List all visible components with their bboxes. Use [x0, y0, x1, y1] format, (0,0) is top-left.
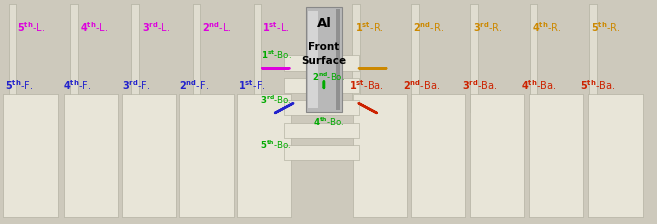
Text: $\mathbf{4}^{\mathbf{th}}$-Bo.: $\mathbf{4}^{\mathbf{th}}$-Bo.	[313, 116, 344, 128]
Bar	[588, 94, 643, 217]
Text: $\mathbf{1}^{\mathbf{st}}$-Ba.: $\mathbf{1}^{\mathbf{st}}$-Ba.	[350, 78, 384, 92]
Bar	[122, 94, 176, 217]
Bar	[411, 4, 419, 112]
Text: $\mathbf{4}^{\mathbf{th}}$-L.: $\mathbf{4}^{\mathbf{th}}$-L.	[79, 20, 108, 34]
Text: $\mathbf{5}^{\mathbf{th}}$-Ba.: $\mathbf{5}^{\mathbf{th}}$-Ba.	[580, 78, 616, 92]
Bar	[131, 4, 139, 112]
Text: $\mathbf{5}^{\mathbf{th}}$-F.: $\mathbf{5}^{\mathbf{th}}$-F.	[5, 78, 34, 92]
Text: $\mathbf{2}^{\mathbf{nd}}$-L.: $\mathbf{2}^{\mathbf{nd}}$-L.	[202, 20, 232, 34]
Text: $\mathbf{1}^{\mathbf{st}}$-L.: $\mathbf{1}^{\mathbf{st}}$-L.	[262, 20, 290, 34]
Text: $\mathbf{2}^{\mathbf{nd}}$-Ba.: $\mathbf{2}^{\mathbf{nd}}$-Ba.	[403, 78, 440, 92]
Bar	[179, 94, 234, 217]
Bar	[336, 9, 340, 110]
Bar	[237, 94, 291, 217]
Bar	[284, 145, 359, 160]
Text: Al: Al	[317, 17, 331, 30]
Text: $\mathbf{5}^{\mathbf{th}}$-R.: $\mathbf{5}^{\mathbf{th}}$-R.	[591, 20, 621, 34]
Bar	[529, 94, 583, 217]
Bar	[284, 123, 359, 138]
Bar	[353, 94, 407, 217]
Text: $\mathbf{3}^{\mathbf{rd}}$-L.: $\mathbf{3}^{\mathbf{rd}}$-L.	[141, 20, 170, 34]
Bar	[530, 4, 537, 112]
Bar	[284, 55, 359, 71]
Text: $\mathbf{1}^{\mathbf{st}}$-R.: $\mathbf{1}^{\mathbf{st}}$-R.	[355, 20, 384, 34]
Text: $\mathbf{2}^{\mathbf{nd}}$-Bo.: $\mathbf{2}^{\mathbf{nd}}$-Bo.	[312, 71, 345, 84]
Text: $\mathbf{3}^{\mathbf{rd}}$-R.: $\mathbf{3}^{\mathbf{rd}}$-R.	[472, 20, 503, 34]
Bar	[9, 4, 16, 112]
Bar	[64, 94, 118, 217]
Bar	[284, 100, 359, 115]
Text: $\mathbf{3}^{\mathbf{rd}}$-Ba.: $\mathbf{3}^{\mathbf{rd}}$-Ba.	[462, 78, 497, 92]
Bar	[352, 4, 360, 112]
Text: $\mathbf{4}^{\mathbf{th}}$-R.: $\mathbf{4}^{\mathbf{th}}$-R.	[532, 20, 562, 34]
Bar	[70, 4, 78, 112]
Bar	[306, 7, 342, 112]
Bar	[284, 78, 359, 93]
Bar	[589, 4, 597, 112]
Bar	[254, 4, 261, 112]
Bar	[3, 94, 58, 217]
Bar	[470, 4, 478, 112]
Text: $\mathbf{3}^{\mathbf{rd}}$-F.: $\mathbf{3}^{\mathbf{rd}}$-F.	[122, 78, 150, 92]
Text: $\mathbf{1}^{\mathbf{st}}$-F.: $\mathbf{1}^{\mathbf{st}}$-F.	[238, 78, 265, 92]
Bar	[411, 94, 465, 217]
Bar	[193, 4, 200, 112]
Text: $\mathbf{5}^{\mathbf{th}}$-Bo.: $\mathbf{5}^{\mathbf{th}}$-Bo.	[260, 138, 292, 151]
Text: $\mathbf{4}^{\mathbf{th}}$-F.: $\mathbf{4}^{\mathbf{th}}$-F.	[63, 78, 92, 92]
Text: Front
Surface: Front Surface	[302, 42, 346, 66]
Text: $\mathbf{3}^{\mathbf{rd}}$-Bo.: $\mathbf{3}^{\mathbf{rd}}$-Bo.	[260, 93, 292, 106]
Text: $\mathbf{2}^{\mathbf{nd}}$-R.: $\mathbf{2}^{\mathbf{nd}}$-R.	[413, 20, 444, 34]
Text: $\mathbf{5}^{\mathbf{th}}$-L.: $\mathbf{5}^{\mathbf{th}}$-L.	[17, 20, 46, 34]
Text: $\mathbf{4}^{\mathbf{th}}$-Ba.: $\mathbf{4}^{\mathbf{th}}$-Ba.	[521, 78, 556, 92]
Bar	[308, 11, 318, 108]
Bar	[470, 94, 524, 217]
Text: $\mathbf{1}^{\mathbf{st}}$-Bo.: $\mathbf{1}^{\mathbf{st}}$-Bo.	[261, 49, 291, 61]
Text: $\mathbf{2}^{\mathbf{nd}}$-F.: $\mathbf{2}^{\mathbf{nd}}$-F.	[179, 78, 209, 92]
